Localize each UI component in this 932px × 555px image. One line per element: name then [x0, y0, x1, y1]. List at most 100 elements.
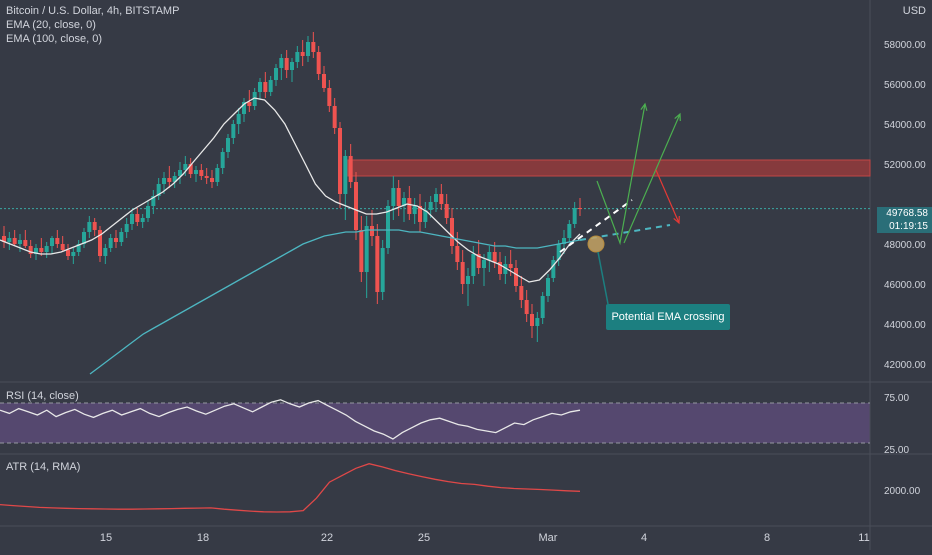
price-tick-4: 48000.00 — [884, 240, 926, 251]
price-tick-0: 58000.00 — [884, 40, 926, 51]
time-tick-7: 11 — [858, 532, 869, 544]
rsi-line — [0, 399, 581, 440]
annotation-callout[interactable]: Potential EMA crossing — [606, 304, 730, 330]
candle-body-66 — [354, 182, 358, 230]
candle-body-79 — [423, 210, 428, 222]
candle-body-96 — [514, 268, 518, 286]
atr-line — [0, 463, 581, 513]
candle-body-78 — [418, 206, 422, 222]
candle-body-54 — [290, 62, 294, 70]
candle-body-73 — [391, 188, 396, 206]
time-tick-4: Mar — [539, 532, 558, 544]
candle-body-28 — [151, 196, 156, 206]
candle-body-32 — [172, 176, 177, 182]
candle-body-10 — [55, 238, 60, 244]
candle-body-41 — [220, 152, 225, 168]
candle-body-44 — [236, 114, 241, 124]
candle-body-72 — [386, 206, 390, 248]
candle-body-83 — [444, 204, 449, 218]
candle-body-100 — [535, 318, 540, 326]
candle-body-92 — [492, 252, 497, 262]
symbol-title: Bitcoin / U.S. Dollar, 4h, BITSTAMP — [6, 5, 180, 17]
candle-body-65 — [348, 156, 353, 182]
candle-body-68 — [364, 226, 369, 272]
candle-body-94 — [503, 264, 508, 274]
candle-body-60 — [322, 74, 326, 88]
rsi-label[interactable]: RSI (14, close) — [6, 390, 79, 402]
bearish-arrow — [655, 169, 680, 224]
ema20-legend[interactable]: EMA (20, close, 0) — [6, 19, 96, 31]
bar-countdown: 01:19:15 — [889, 221, 928, 232]
candle-body-17 — [92, 222, 97, 230]
candle-body-1 — [7, 238, 12, 242]
ema100-line — [89, 229, 581, 375]
ema20-line — [0, 97, 581, 283]
candle-body-80 — [428, 202, 433, 210]
candle-body-102 — [546, 278, 550, 296]
candle-body-27 — [146, 206, 150, 218]
candle-body-39 — [210, 178, 214, 182]
candle-body-16 — [87, 222, 92, 232]
bullish-arrow-2 — [623, 113, 681, 244]
candle-body-101 — [540, 296, 545, 318]
candle-body-76 — [407, 198, 412, 214]
atr-label[interactable]: ATR (14, RMA) — [6, 461, 81, 473]
time-tick-3: 25 — [418, 532, 430, 544]
candle-body-6 — [34, 248, 38, 254]
candle-body-22 — [119, 232, 124, 242]
candle-body-15 — [82, 232, 86, 244]
callout-connector — [597, 251, 609, 305]
candle-body-5 — [28, 246, 33, 254]
candle-body-69 — [370, 226, 374, 236]
candle-body-3 — [18, 240, 22, 244]
candle-body-56 — [300, 52, 305, 56]
rsi-band — [0, 403, 870, 443]
candle-body-40 — [215, 168, 220, 182]
candle-body-42 — [226, 138, 230, 152]
time-tick-1: 18 — [197, 532, 209, 544]
candle-body-34 — [183, 164, 188, 170]
bearish-arrow-head — [673, 215, 680, 225]
price-tick-6: 44000.00 — [884, 320, 926, 331]
candle-body-55 — [295, 52, 300, 62]
bullish-arrow-1 — [596, 103, 646, 246]
candle-body-59 — [316, 52, 321, 74]
candle-body-23 — [124, 224, 129, 232]
candle-body-18 — [98, 230, 102, 256]
candle-body-70 — [375, 236, 380, 292]
candle-body-50 — [268, 80, 273, 92]
candle-body-104 — [556, 244, 561, 260]
candle-body-61 — [327, 88, 332, 106]
rsi-tick-25: 25.00 — [884, 445, 909, 456]
candle-body-105 — [562, 238, 566, 244]
candle-body-62 — [332, 106, 337, 128]
time-tick-0: 15 — [100, 532, 112, 544]
atr-tick: 2000.00 — [884, 486, 921, 497]
candle-body-7 — [39, 248, 44, 252]
candle-body-98 — [524, 300, 529, 314]
ema20-projection — [559, 199, 633, 253]
candle-body-11 — [60, 244, 65, 250]
candle-body-31 — [167, 178, 172, 182]
ema100-legend[interactable]: EMA (100, close, 0) — [6, 33, 102, 45]
candle-body-29 — [156, 184, 161, 196]
resistance-zone — [347, 159, 871, 177]
candle-body-30 — [162, 178, 166, 184]
candle-body-46 — [247, 102, 252, 106]
candle-body-91 — [487, 252, 492, 260]
candle-body-75 — [402, 198, 406, 206]
candle-body-77 — [412, 206, 417, 214]
candle-body-2 — [12, 238, 17, 244]
candle-body-67 — [359, 230, 364, 272]
candle-body-89 — [476, 254, 481, 268]
candle-body-25 — [135, 214, 140, 222]
time-tick-6: 8 — [764, 532, 770, 544]
candle-body-49 — [263, 82, 268, 92]
candle-body-86 — [460, 262, 465, 284]
candle-body-99 — [530, 314, 534, 326]
currency-label[interactable]: USD — [902, 5, 926, 17]
last-price-value: 49768.58 — [886, 208, 928, 219]
last-price-tag: 49768.58 01:19:15 — [877, 207, 932, 233]
candle-body-74 — [396, 188, 401, 206]
